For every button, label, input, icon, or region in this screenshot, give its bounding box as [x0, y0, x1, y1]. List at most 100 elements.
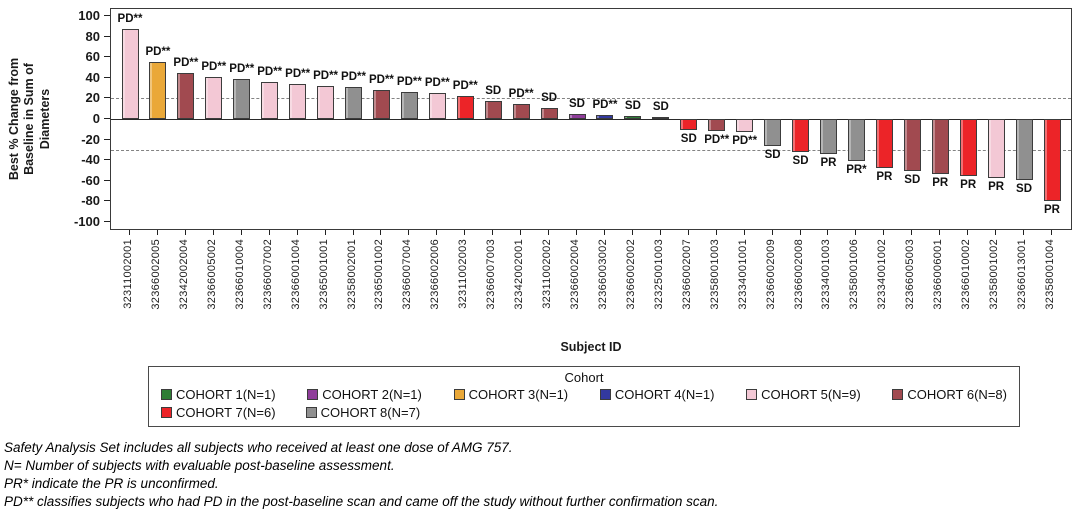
x-tick [296, 230, 298, 235]
ytick-mark [104, 118, 110, 119]
bar-response-label: PD** [704, 134, 730, 147]
x-tick [967, 230, 969, 235]
bar [289, 83, 307, 119]
subject-id-label: 32366002006 [429, 239, 442, 310]
subject-id-label: 32358002001 [345, 239, 358, 310]
x-tick [212, 230, 214, 235]
x-tick [184, 230, 186, 235]
subject-id-label: 32366002007 [680, 239, 693, 310]
x-tick [464, 230, 466, 235]
ytick-label: -40 [81, 152, 100, 168]
bar [121, 29, 139, 119]
legend-entry-label: COHORT 5(N=9) [761, 387, 861, 402]
bar-response-label: PD** [229, 62, 255, 75]
x-tick [715, 230, 717, 235]
subject-id-label: 32366007003 [485, 239, 498, 310]
y-axis-title: Best % Change from Baseline in Sum of Di… [7, 8, 52, 230]
x-tick [743, 230, 745, 235]
subject-id-label: 32358001006 [848, 239, 861, 310]
x-tick [240, 230, 242, 235]
bar [792, 119, 810, 152]
footnote-line: N= Number of subjects with evaluable pos… [4, 458, 395, 473]
ytick-label: -20 [81, 131, 100, 147]
bar [764, 119, 782, 146]
bar-response-label: PR* [846, 164, 867, 177]
legend-entry-label: COHORT 4(N=1) [614, 387, 715, 402]
x-tick [548, 230, 550, 235]
legend-entry: COHORT 4(N=1) [599, 387, 715, 402]
legend-swatch [746, 389, 758, 400]
reference-line [111, 149, 1071, 151]
legend-swatch [307, 389, 319, 400]
subject-id-label: 32366002002 [624, 239, 637, 310]
bar-response-label: PD** [173, 56, 199, 69]
subject-id-label: 32366005002 [205, 239, 218, 310]
bar [624, 115, 642, 119]
x-tick [408, 230, 410, 235]
x-tick [631, 230, 633, 235]
ytick-mark [104, 97, 110, 99]
ytick-label: 80 [85, 28, 100, 44]
x-tick [1023, 230, 1025, 235]
x-tick [687, 230, 689, 235]
subject-id-label: 32366002004 [569, 239, 582, 310]
legend-entry-label: COHORT 8(N=7) [320, 405, 421, 420]
subject-id-label: 32365001002 [373, 239, 386, 310]
x-tick [324, 230, 326, 235]
ytick-mark [104, 15, 110, 16]
plot-area: PD** PD** PD** PD** PD** PD** PD** PD** PD** PD**… [110, 8, 1072, 230]
subject-id-label: 32311002001 [122, 239, 134, 309]
legend-swatch [453, 389, 465, 400]
ytick-label: 20 [85, 90, 100, 106]
subject-id-label: 32358001002 [988, 239, 1001, 310]
reference-line [111, 98, 1071, 100]
bar-response-label: PR [960, 178, 977, 191]
bar [456, 96, 474, 119]
bar [931, 119, 949, 174]
subject-id-label: 32366002009 [764, 239, 777, 310]
footnotes: Safety Analysis Set includes all subject… [4, 439, 1080, 511]
legend-entry-label: COHORT 3(N=1) [468, 387, 569, 402]
x-tick [492, 230, 494, 235]
bar [1015, 119, 1033, 180]
bar [261, 81, 279, 119]
x-tick [799, 230, 801, 235]
x-tick [771, 230, 773, 235]
subject-id-labels: 32311002001 32366002005 32342002004 3236600… [110, 236, 1072, 340]
legend-entry: COHORT 7(N=6) [161, 405, 276, 420]
subject-id-label: 32366010004 [233, 239, 246, 310]
subject-id-label: 32358001003 [708, 239, 721, 310]
subject-id-label: 32342002004 [177, 239, 190, 310]
legend-entry-label: COHORT 2(N=1) [322, 387, 422, 402]
bar [149, 62, 167, 119]
bar [205, 76, 223, 119]
bar-response-label: SD [652, 100, 669, 113]
legend-swatch [161, 389, 172, 400]
bar [372, 90, 390, 119]
bar [177, 72, 195, 119]
bar [680, 119, 698, 131]
x-axis-title: Subject ID [560, 340, 622, 354]
subject-id-label: 32311002002 [541, 239, 554, 309]
legend-box: Cohort COHORT 1(N=1) COHORT 2(N=1) COHORT … [148, 366, 1020, 427]
bar-response-label: PD** [396, 76, 422, 89]
x-tick [855, 230, 857, 235]
subject-id-label: 32358001004 [1044, 239, 1056, 310]
bar-response-label: PD** [313, 70, 339, 83]
bar-response-label: PD** [145, 46, 171, 59]
subject-id-label: 32311002003 [457, 239, 470, 309]
legend-entry: COHORT 3(N=1) [453, 387, 569, 402]
bar-response-label: SD [541, 91, 558, 104]
x-tick [659, 230, 661, 235]
bar-response-label: PD** [424, 77, 450, 90]
bar [568, 113, 586, 119]
subject-id-label: 32325001003 [652, 239, 665, 310]
ytick-label: -100 [73, 214, 100, 229]
x-tick [603, 230, 605, 235]
ytick-mark [104, 200, 110, 202]
bar [708, 119, 726, 132]
bar-response-label: PR [876, 171, 893, 184]
x-tick [576, 230, 578, 235]
ytick-mark [104, 138, 110, 140]
bar-response-label: SD [680, 133, 697, 146]
